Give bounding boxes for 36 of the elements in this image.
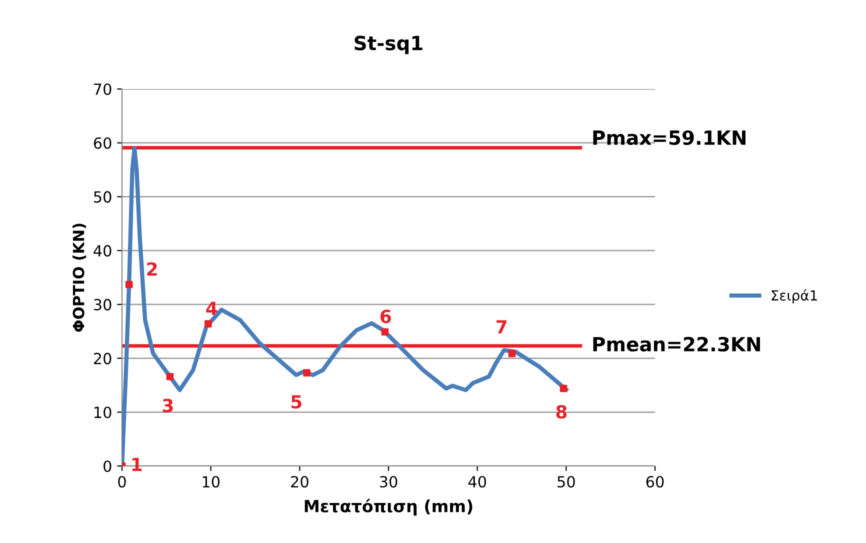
x-tick-label: 20 [291, 476, 308, 488]
annotation: 1 [132, 458, 142, 471]
y-tick-label: 20 [94, 352, 112, 364]
point [204, 320, 212, 328]
annotation: 8 [556, 405, 567, 419]
x-tick-label: 10 [202, 476, 220, 488]
x-axis-title: Μετατόπιση (mm) [304, 498, 472, 516]
annotation: 7 [496, 320, 506, 334]
y-tick-label: 60 [94, 137, 112, 149]
y-axis-title: ΦΟΡΤΙΟ (KN) [72, 224, 86, 332]
x-tick-label: 0 [118, 476, 126, 488]
point [508, 350, 516, 358]
point [125, 280, 133, 288]
y-tick-label: 0 [104, 460, 112, 472]
point [381, 328, 389, 336]
chart-title: St-sq1 [354, 36, 422, 54]
ref-line-label: Pmax=59.1KN [593, 130, 746, 146]
x-tick-label: 50 [558, 476, 575, 488]
point [166, 372, 174, 380]
y-tick-label: 30 [94, 298, 112, 310]
legend-label: Σειρά1 [772, 289, 817, 304]
annotation: 6 [380, 310, 391, 324]
annotation: 5 [292, 395, 302, 409]
point [303, 369, 310, 376]
x-tick-label: 30 [380, 476, 398, 488]
ref-line-label: Pmean=22.3KN [593, 336, 760, 352]
y-tick-label: 40 [94, 245, 112, 257]
y-tick-label: 50 [94, 191, 112, 203]
annotation: 2 [147, 262, 157, 276]
x-tick-label: 60 [646, 476, 664, 488]
y-tick-label: 70 [94, 83, 112, 96]
point [560, 384, 568, 392]
x-tick-label: 40 [468, 476, 486, 488]
annotation: 4 [206, 302, 218, 315]
annotation: 3 [162, 398, 173, 412]
y-tick-label: 10 [94, 406, 112, 418]
